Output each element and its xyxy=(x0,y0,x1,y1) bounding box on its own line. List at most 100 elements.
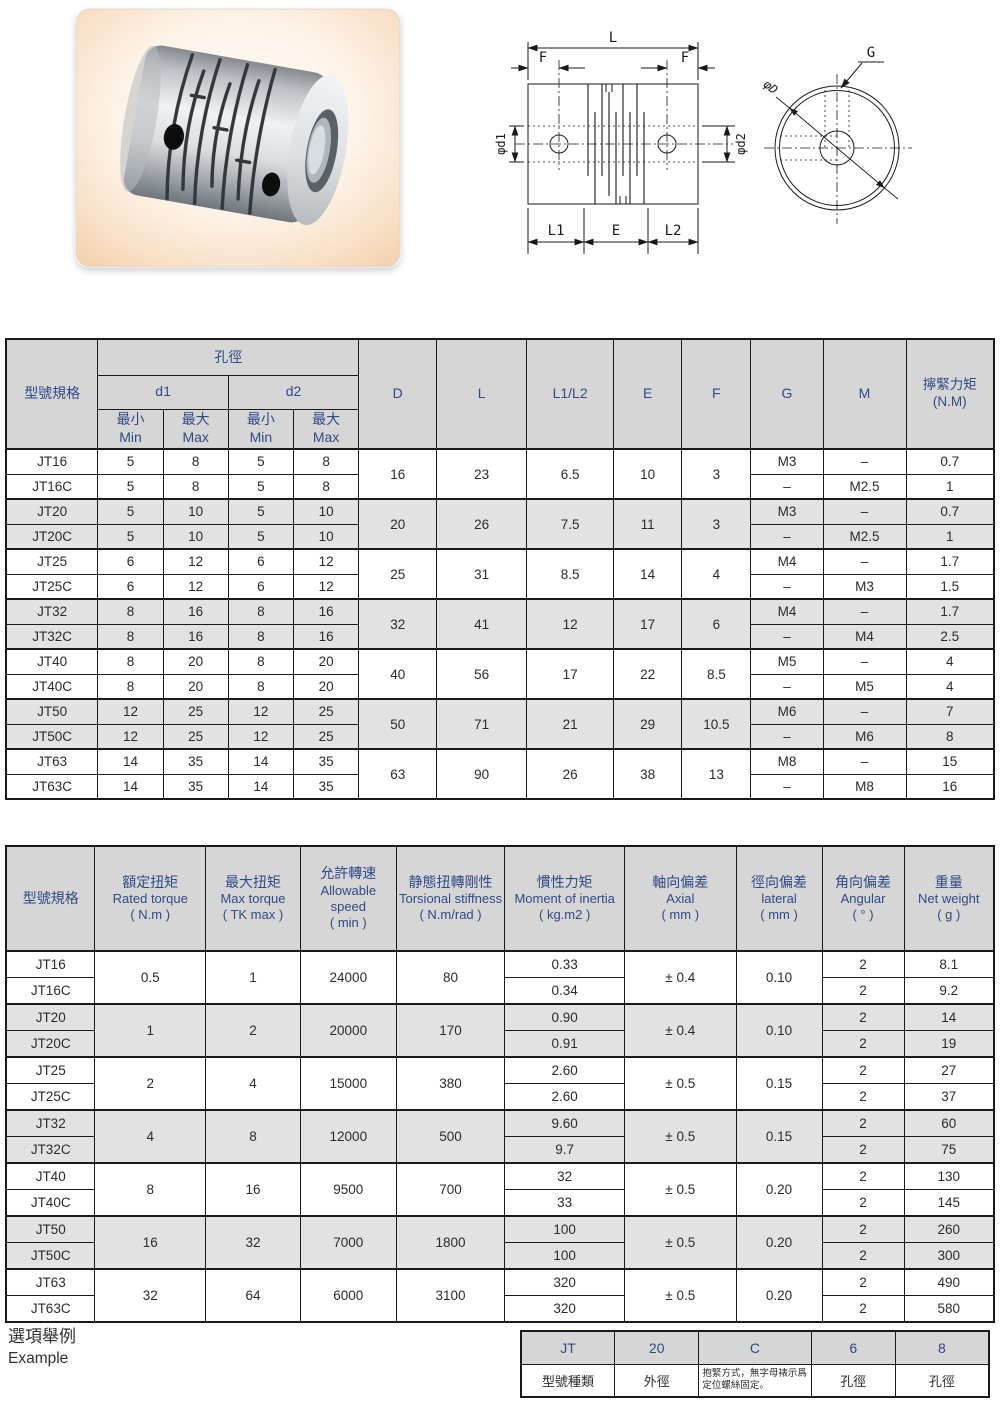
L-cell: 71 xyxy=(436,698,528,750)
G-cell: – xyxy=(750,673,824,700)
d1-min-cell: 6 xyxy=(97,548,164,575)
F-cell: 8.5 xyxy=(681,648,752,700)
model-cell: JT32C xyxy=(5,623,99,650)
max-torque-cell: 1 xyxy=(205,950,301,1005)
d2-max-cell: 20 xyxy=(292,648,360,675)
G-cell: – xyxy=(750,573,824,600)
M-cell: – xyxy=(822,748,907,775)
d2-max-cell: 8 xyxy=(292,448,360,475)
table-row: JT25 2 4 15000 380 2.60 ± 0.5 0.15 2 27 xyxy=(5,1056,995,1111)
model-cell: JT16C xyxy=(5,977,96,1005)
example-label: 選項舉例 Example xyxy=(8,1326,76,1370)
G-cell: M5 xyxy=(750,648,824,675)
angular-deviation-cell: 2 xyxy=(821,1295,905,1323)
model-cell: JT25C xyxy=(5,573,99,600)
header-D: D xyxy=(358,338,438,450)
angular-deviation-cell: 2 xyxy=(821,977,905,1005)
max-torque-cell: 64 xyxy=(205,1268,301,1323)
F-cell: 10.5 xyxy=(681,698,752,750)
allowable-speed-cell: 12000 xyxy=(299,1109,397,1164)
L-cell: 31 xyxy=(436,548,528,600)
dim-label-D: φD xyxy=(761,77,781,97)
d1-max-cell: 12 xyxy=(162,573,229,600)
model-cell: JT50 xyxy=(5,1215,96,1243)
rated-torque-cell: 1 xyxy=(94,1003,207,1058)
table1-body: JT16 5 8 5 8 16 23 6.5 10 3 M3–0.7 JT16C 5 8 5 8– M2.5 1 J… xyxy=(5,448,995,800)
torque-cell: 4 xyxy=(905,648,995,675)
net-weight-cell: 260 xyxy=(903,1215,995,1243)
M-cell: M8 xyxy=(822,773,907,800)
table2-body: JT16 0.5 1 24000 80 0.33 ± 0.4 0.10 2 8.1 JT16C 0.3… xyxy=(5,950,995,1323)
inertia-cell: 33 xyxy=(504,1189,625,1217)
table-row: 型號種類 外徑 抱緊方式，無字母裱示爲定位螺絲固定。 孔徑 孔徑 xyxy=(520,1363,990,1398)
torque-cell: 0.7 xyxy=(905,498,995,525)
L-cell: 41 xyxy=(436,598,528,650)
side-view-drawing: G φD xyxy=(761,45,912,224)
allowable-speed-cell: 15000 xyxy=(299,1056,397,1111)
lateral-deviation-cell: 0.20 xyxy=(735,1268,823,1323)
torsional-stiffness-cell: 3100 xyxy=(395,1268,506,1323)
table-row: JT40 8 20 8 20 40 56 17 22 8.5 M5–4 xyxy=(5,648,995,700)
max-torque-cell: 8 xyxy=(205,1109,301,1164)
axial-deviation-cell: ± 0.5 xyxy=(623,1268,737,1323)
model-cell: JT20C xyxy=(5,1030,96,1058)
D-cell: 16 xyxy=(358,448,438,500)
D-cell: 32 xyxy=(358,598,438,650)
d1-min-cell: 6 xyxy=(97,573,164,600)
header-G: G xyxy=(750,338,824,450)
example-code-cell: C xyxy=(698,1330,812,1365)
F-cell: 3 xyxy=(681,498,752,550)
angular-deviation-cell: 2 xyxy=(821,1056,905,1084)
d1-min-cell: 8 xyxy=(97,598,164,625)
model-cell: JT63 xyxy=(5,748,99,775)
L-cell: 90 xyxy=(436,748,528,800)
d1-min-cell: 8 xyxy=(97,623,164,650)
M-cell: – xyxy=(822,498,907,525)
d2-min-cell: 8 xyxy=(227,673,294,700)
net-weight-cell: 580 xyxy=(903,1295,995,1323)
table-row: JT20 1 2 20000 170 0.90 ± 0.4 0.10 2 14 xyxy=(5,1003,995,1058)
rated-torque-cell: 8 xyxy=(94,1162,207,1217)
d1-max-cell: 12 xyxy=(162,548,229,575)
rated-torque-cell: 16 xyxy=(94,1215,207,1270)
M-cell: – xyxy=(822,548,907,575)
M-cell: – xyxy=(822,598,907,625)
dim-label-E: E xyxy=(612,223,620,239)
inertia-cell: 320 xyxy=(504,1295,625,1323)
axial-deviation-cell: ± 0.4 xyxy=(623,950,737,1005)
lateral-deviation-cell: 0.15 xyxy=(735,1056,823,1111)
torque-cell: 1 xyxy=(905,523,995,550)
dim-label-F-right: F xyxy=(681,50,689,66)
header-lateral-deviation: 徑向偏差 lateral( mm ) xyxy=(735,845,823,952)
d1-min-cell: 5 xyxy=(97,523,164,550)
d2-min-cell: 5 xyxy=(227,498,294,525)
E-cell: 17 xyxy=(613,598,683,650)
d2-min-cell: 8 xyxy=(227,623,294,650)
torque-cell: 1.7 xyxy=(905,598,995,625)
torque-cell: 8 xyxy=(905,723,995,750)
G-cell: M3 xyxy=(750,448,824,475)
axial-deviation-cell: ± 0.5 xyxy=(623,1215,737,1270)
d1-min-cell: 5 xyxy=(97,473,164,500)
table-row: JT50 16 32 7000 1800 100 ± 0.5 0.20 2 260 xyxy=(5,1215,995,1270)
rated-torque-cell: 4 xyxy=(94,1109,207,1164)
table-row: JT63C 14 35 14 35– M8 16 xyxy=(5,773,995,800)
d2-max-cell: 12 xyxy=(292,573,360,600)
example-code-cell: JT xyxy=(520,1330,616,1365)
angular-deviation-cell: 2 xyxy=(821,1136,905,1164)
torque-cell: 7 xyxy=(905,698,995,725)
G-cell: – xyxy=(750,473,824,500)
G-cell: M6 xyxy=(750,698,824,725)
example-title-zh: 選項舉例 xyxy=(8,1327,76,1346)
header-d2: d2 xyxy=(227,374,360,410)
dim-label-L: L xyxy=(609,30,617,46)
M-cell: – xyxy=(822,648,907,675)
header-L: L xyxy=(436,338,528,450)
F-cell: 6 xyxy=(681,598,752,650)
d1-max-cell: 10 xyxy=(162,523,229,550)
table-row: JT16C 5 8 5 8– M2.5 1 xyxy=(5,473,995,500)
D-cell: 63 xyxy=(358,748,438,800)
angular-deviation-cell: 2 xyxy=(821,1242,905,1270)
D-cell: 50 xyxy=(358,698,438,750)
d1-max-cell: 10 xyxy=(162,498,229,525)
